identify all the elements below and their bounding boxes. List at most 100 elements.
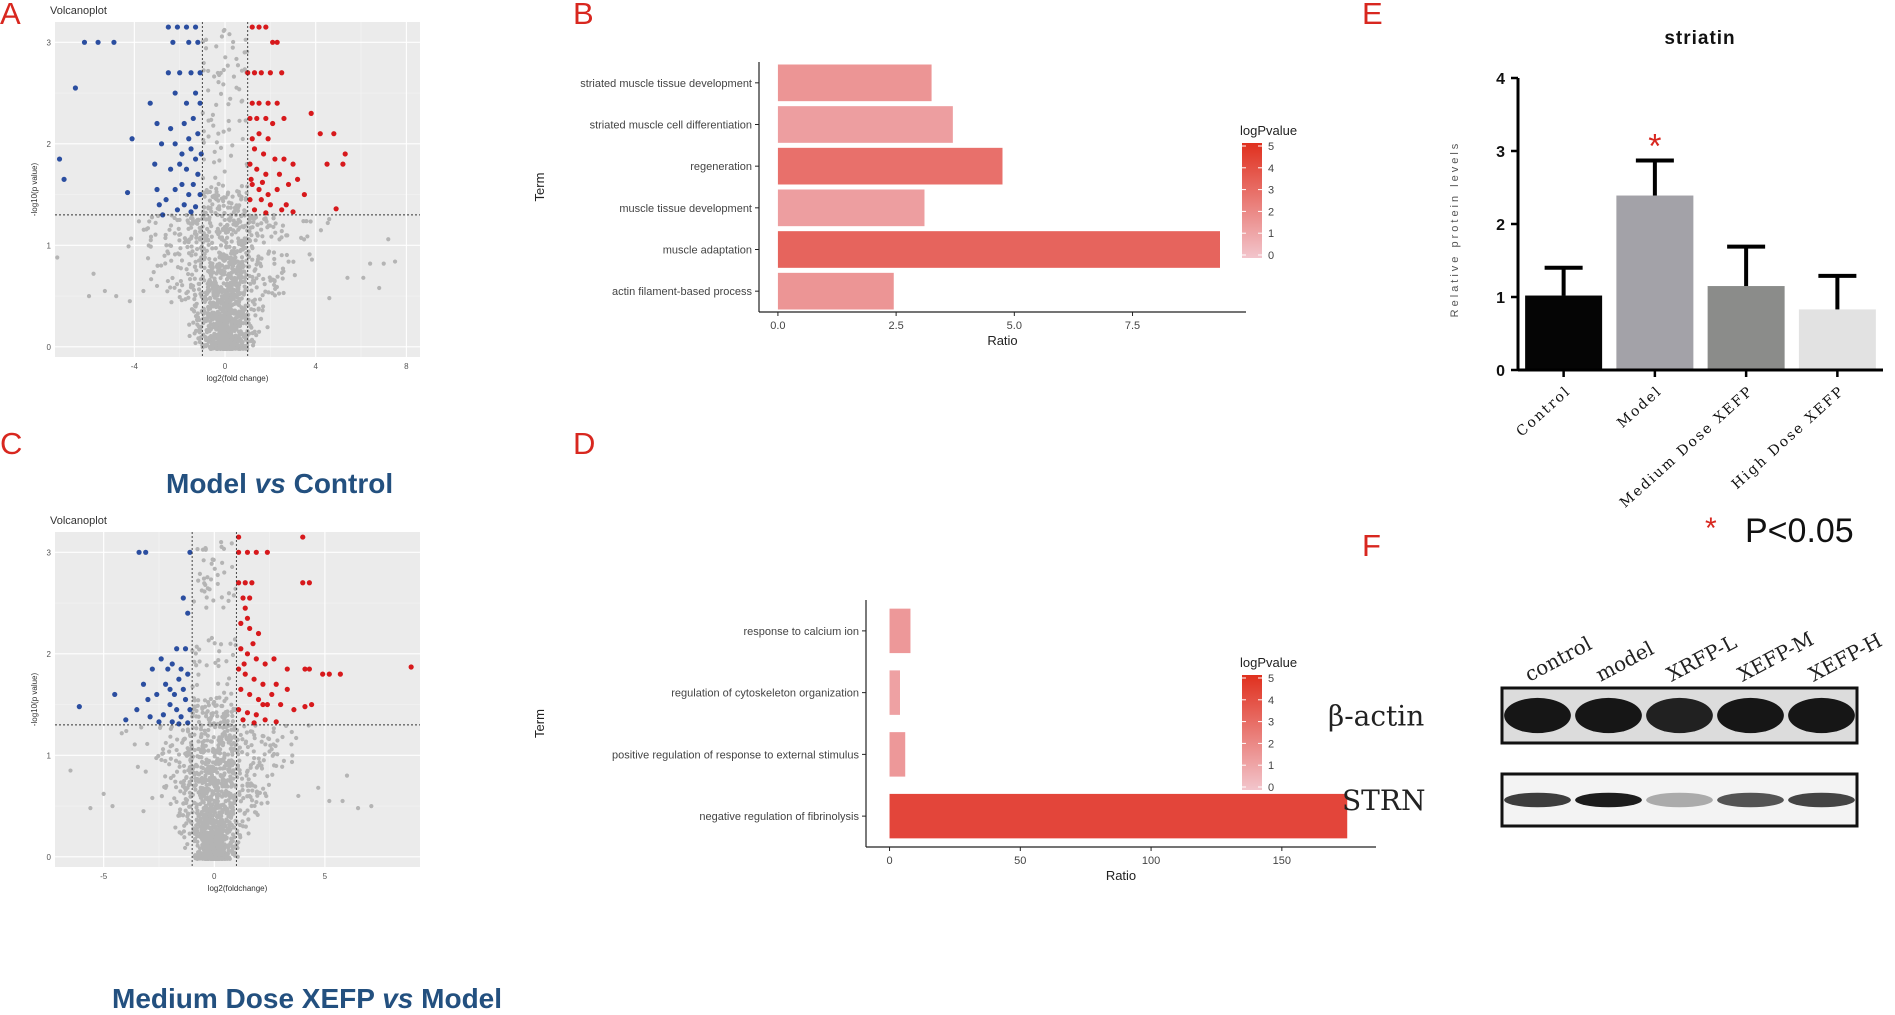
- ns-point: [187, 322, 192, 327]
- ns-point: [218, 145, 224, 150]
- ns-point: [188, 804, 193, 809]
- up-point: [340, 161, 346, 167]
- y-tick-label: 0: [47, 853, 52, 862]
- ns-point: [181, 763, 187, 769]
- ns-point: [257, 790, 262, 795]
- ns-point: [201, 800, 206, 805]
- group-bar: [1798, 309, 1876, 370]
- up-point: [324, 161, 330, 167]
- up-point: [283, 202, 289, 208]
- ns-point: [192, 331, 197, 336]
- ns-point: [216, 229, 221, 234]
- ns-point: [237, 790, 242, 795]
- ns-point: [170, 275, 175, 281]
- ns-point: [163, 235, 168, 241]
- down-point: [197, 70, 203, 76]
- ns-point: [184, 821, 189, 826]
- ns-point: [231, 74, 237, 79]
- down-point: [154, 120, 160, 127]
- ns-point: [209, 185, 214, 190]
- ns-point: [227, 341, 232, 346]
- ns-point: [165, 278, 170, 284]
- x-tick-label: 5: [323, 872, 328, 881]
- down-point: [160, 712, 166, 718]
- up-point: [300, 580, 306, 586]
- ns-point: [232, 256, 237, 261]
- up-point: [269, 691, 275, 698]
- chart-title: striatin: [1664, 28, 1735, 49]
- ns-point: [241, 240, 246, 246]
- ns-point: [186, 226, 191, 232]
- ns-point: [227, 733, 232, 738]
- ns-point: [226, 848, 231, 853]
- ns-point: [191, 320, 196, 325]
- ns-point: [251, 760, 256, 766]
- ns-point: [243, 197, 248, 202]
- ns-point: [369, 803, 374, 809]
- up-point: [255, 630, 262, 637]
- ns-point: [252, 302, 257, 307]
- ns-point: [196, 779, 201, 784]
- ns-point: [221, 28, 226, 34]
- ns-point: [234, 293, 239, 298]
- ns-point: [182, 236, 187, 241]
- ns-point: [223, 714, 228, 720]
- ns-point: [250, 225, 255, 230]
- ns-point: [202, 194, 207, 199]
- ns-point: [259, 227, 264, 232]
- up-point: [258, 197, 264, 203]
- legend-tick-label: 1: [1268, 228, 1274, 240]
- term-label: actin filament-based process: [612, 286, 753, 298]
- ns-point: [185, 785, 190, 791]
- ns-point: [212, 750, 217, 755]
- ns-point: [209, 209, 214, 214]
- ns-point: [219, 307, 224, 312]
- ns-point: [203, 46, 209, 51]
- ns-point: [232, 734, 237, 739]
- ns-point: [227, 768, 232, 774]
- ns-point: [217, 837, 222, 842]
- ns-point: [189, 272, 195, 277]
- ns-point: [222, 771, 227, 776]
- down-point: [154, 691, 160, 698]
- ns-point: [215, 297, 220, 302]
- ns-point: [225, 235, 230, 240]
- ns-point: [221, 199, 226, 204]
- ns-point: [198, 793, 203, 798]
- term-bar: [889, 670, 900, 715]
- ns-point: [307, 252, 312, 257]
- down-point: [181, 202, 187, 208]
- ns-point: [102, 288, 107, 294]
- ns-point: [182, 835, 187, 840]
- ns-point: [203, 807, 208, 812]
- ns-point: [203, 776, 208, 782]
- up-point: [240, 717, 246, 723]
- ns-point: [192, 303, 197, 308]
- term-bar: [777, 147, 1003, 185]
- ns-point: [214, 345, 219, 351]
- ns-point: [229, 709, 234, 714]
- ns-point: [124, 728, 129, 734]
- ns-point: [194, 682, 200, 688]
- ns-point: [182, 769, 187, 774]
- x-tick-label: 50: [1014, 855, 1026, 867]
- ns-point: [239, 99, 244, 104]
- ns-point: [245, 769, 250, 775]
- ns-point: [213, 246, 218, 251]
- ns-point: [163, 774, 168, 779]
- ns-point: [206, 88, 211, 93]
- ns-point: [214, 856, 220, 861]
- ns-point: [199, 290, 205, 295]
- x-tick-label: -5: [100, 872, 108, 881]
- ns-point: [231, 210, 237, 215]
- ns-point: [273, 743, 278, 749]
- ns-point: [201, 137, 206, 143]
- ns-point: [202, 235, 207, 241]
- ns-point: [274, 763, 279, 769]
- ns-point: [199, 770, 204, 775]
- ns-point: [208, 282, 213, 287]
- down-point: [179, 181, 185, 188]
- down-point: [145, 696, 151, 703]
- ns-point: [184, 267, 189, 272]
- ns-point: [229, 784, 234, 789]
